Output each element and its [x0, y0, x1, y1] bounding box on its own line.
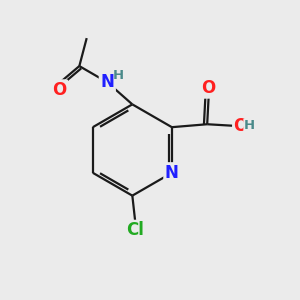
Text: O: O	[52, 81, 66, 99]
Text: Cl: Cl	[126, 221, 144, 239]
Text: N: N	[165, 164, 179, 182]
Text: O: O	[233, 117, 247, 135]
Text: N: N	[100, 73, 114, 91]
Text: H: H	[113, 69, 124, 82]
Text: H: H	[244, 119, 255, 132]
Text: O: O	[202, 79, 216, 97]
